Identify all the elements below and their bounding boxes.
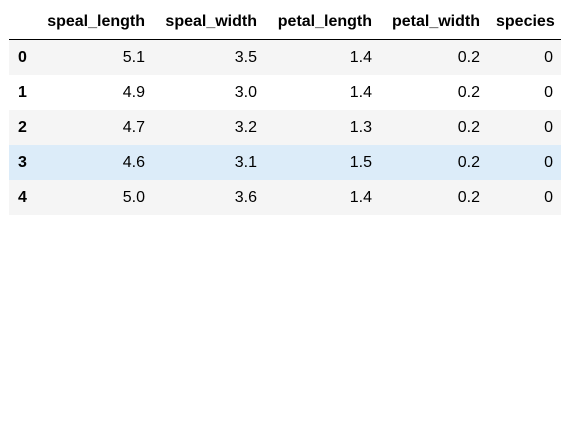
index-header <box>9 5 35 40</box>
table-cell: 0 <box>544 118 553 136</box>
table-cell: 3.2 <box>234 118 257 136</box>
table-cell: 4.9 <box>122 83 145 101</box>
table-cell: 1.4 <box>349 48 372 66</box>
column-header-petal-length: petal_length <box>265 5 380 40</box>
header-row: speal_length speal_width petal_length pe… <box>9 5 561 40</box>
row-index: 4 <box>18 188 27 206</box>
table-cell: 1.5 <box>349 153 372 171</box>
table-cell: 1.4 <box>349 83 372 101</box>
row-index: 1 <box>18 83 27 101</box>
table-cell: 0.2 <box>457 153 480 171</box>
dataframe-table: speal_length speal_width petal_length pe… <box>9 5 561 215</box>
table-row: 4 5.0 3.6 1.4 0.2 0 <box>9 180 561 215</box>
table-cell: 0 <box>544 188 553 206</box>
row-index: 2 <box>18 118 27 136</box>
table-cell: 0 <box>544 83 553 101</box>
table-cell: 0.2 <box>457 118 480 136</box>
table-cell: 0 <box>544 153 553 171</box>
table-row: 0 5.1 3.5 1.4 0.2 0 <box>9 39 561 75</box>
table-row: 2 4.7 3.2 1.3 0.2 0 <box>9 110 561 145</box>
table-cell: 0 <box>544 48 553 66</box>
table-cell: 3.6 <box>234 188 257 206</box>
table-cell: 5.0 <box>122 188 145 206</box>
column-header-species: species <box>488 5 561 40</box>
table-cell: 3.1 <box>234 153 257 171</box>
table-row-highlighted: 3 4.6 3.1 1.5 0.2 0 <box>9 145 561 180</box>
column-header-speal-width: speal_width <box>153 5 265 40</box>
table-cell: 1.4 <box>349 188 372 206</box>
table-cell: 3.5 <box>234 48 257 66</box>
table-cell: 0.2 <box>457 48 480 66</box>
row-index: 3 <box>18 153 27 171</box>
table-cell: 5.1 <box>122 48 145 66</box>
table-row: 1 4.9 3.0 1.4 0.2 0 <box>9 75 561 110</box>
column-header-petal-width: petal_width <box>380 5 488 40</box>
table-cell: 0.2 <box>457 188 480 206</box>
row-index: 0 <box>18 48 27 66</box>
dataframe-output: speal_length speal_width petal_length pe… <box>9 5 561 215</box>
table-cell: 4.7 <box>122 118 145 136</box>
table-cell: 3.0 <box>234 83 257 101</box>
table-cell: 0.2 <box>457 83 480 101</box>
table-cell: 1.3 <box>349 118 372 136</box>
column-header-speal-length: speal_length <box>35 5 153 40</box>
table-cell: 4.6 <box>122 153 145 171</box>
